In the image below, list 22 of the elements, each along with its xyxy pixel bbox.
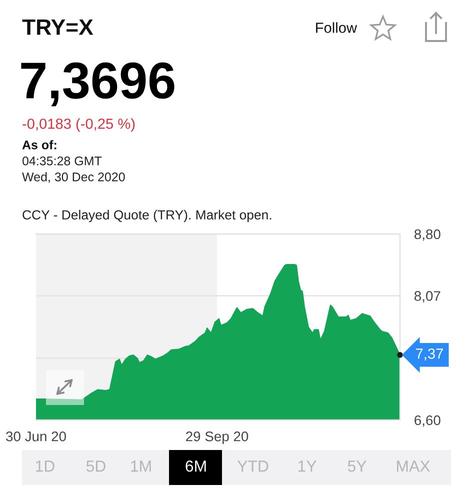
- y-tick-label: 8,80: [414, 229, 440, 241]
- text: Wed, 30 Dec 2020: [22, 172, 125, 183]
- x-tick-label: 29 Sep 20: [186, 431, 248, 444]
- chart-subtitle: 7,3696: [21, 62, 174, 106]
- text: CCY - Delayed Quote (TRY). Market open.: [22, 210, 272, 222]
- text: 6M: [186, 460, 206, 472]
- text: 5Y: [348, 460, 366, 472]
- x-tick-label: 30 Jun 20: [6, 431, 66, 442]
- text: -0,0183 (-0,25 %): [22, 118, 135, 132]
- y-tick-label: 8,07: [414, 291, 440, 303]
- annotation: 7,37: [416, 348, 443, 361]
- text: Follow: [316, 22, 358, 33]
- y-tick-label: 6,60: [414, 415, 440, 427]
- text: MAX: [397, 460, 430, 472]
- text: 5D: [86, 460, 106, 472]
- text: As of:: [22, 140, 56, 150]
- text: 04:35:28 GMT: [22, 156, 102, 166]
- chart-title: TRY=X: [22, 19, 94, 35]
- text: 1Y: [298, 460, 316, 472]
- text: YTD: [237, 460, 268, 472]
- text: 1D: [36, 460, 54, 472]
- text: 1M: [131, 460, 151, 472]
